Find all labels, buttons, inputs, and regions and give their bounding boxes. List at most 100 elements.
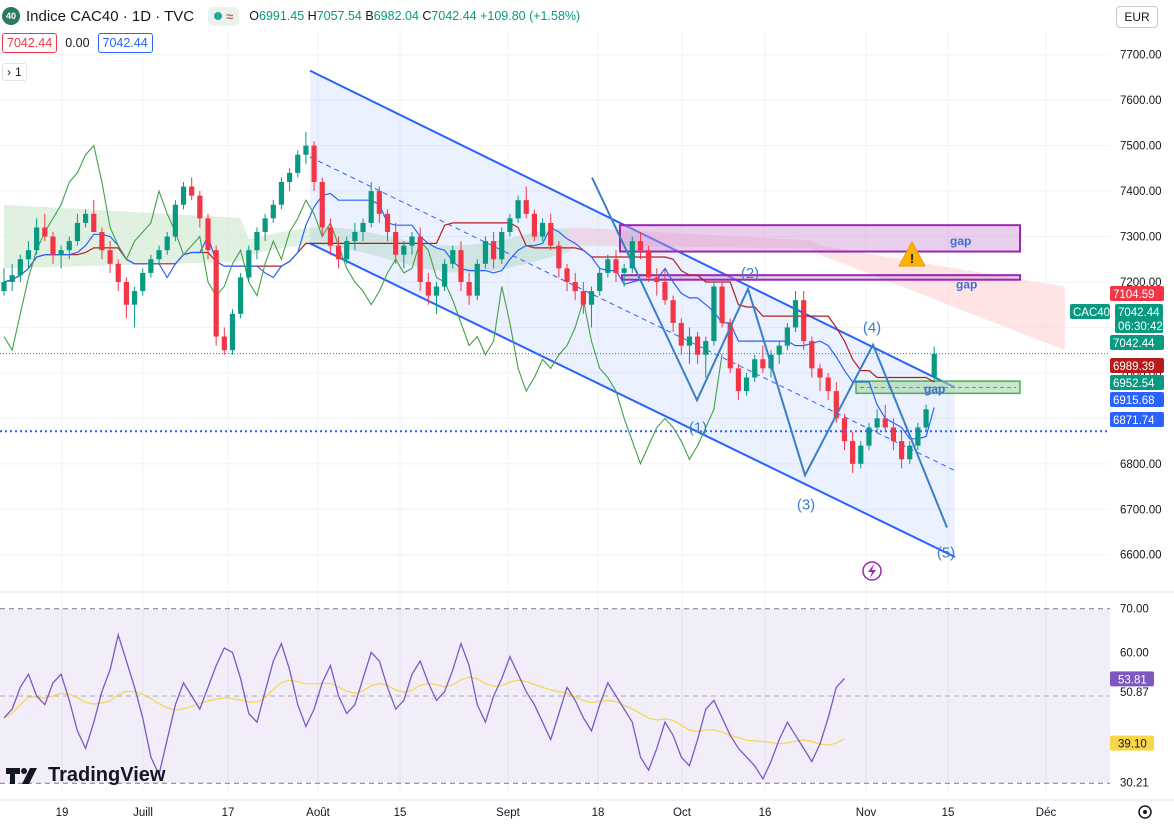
candle-body	[140, 272, 146, 292]
price-axis-tick: 7300.00	[1120, 232, 1162, 244]
indicators-toggle[interactable]: › 1	[2, 63, 27, 81]
candle-body	[899, 441, 905, 460]
candle-body	[890, 427, 897, 442]
candle-body	[327, 227, 333, 246]
trade-buttons: 7042.44 0.00 7042.44	[2, 33, 153, 53]
tradingview-logo: TradingView	[4, 764, 165, 787]
candle-body	[564, 268, 570, 282]
candle-body	[792, 300, 799, 328]
candle-body	[817, 368, 823, 378]
buy-button[interactable]: 7042.44	[97, 33, 153, 53]
market-status-pill[interactable]: ≈	[208, 6, 240, 26]
time-axis-tick: 16	[759, 807, 772, 819]
time-axis-tick: Nov	[856, 807, 877, 819]
candle-body	[833, 391, 839, 419]
candle-body	[523, 200, 529, 214]
candle-body	[882, 418, 888, 428]
rsi-ma-tag	[1110, 735, 1154, 751]
candle-body	[678, 322, 684, 346]
candle-body	[164, 236, 170, 251]
price-tag-bg	[1115, 304, 1163, 319]
time-axis-tick: 17	[222, 807, 235, 819]
rsi-axis-tick: 50.87	[1120, 687, 1149, 699]
channel-mid-line	[309, 156, 956, 472]
rsi-axis-tick: 60.00	[1120, 647, 1149, 659]
rsi-value-label: 53.81	[1118, 674, 1147, 686]
candle-body	[58, 250, 64, 255]
currency-selector[interactable]: EUR	[1116, 6, 1158, 28]
chart-header: 40 Indice CAC40 · 1D · TVC ≈ O6991.45 H7…	[0, 0, 580, 32]
candle-body	[401, 245, 407, 255]
price-tag-bg	[1110, 286, 1164, 301]
candle-body	[83, 213, 89, 223]
candle-body	[352, 232, 358, 242]
price-tag-label: 7042.44	[1113, 338, 1155, 350]
candle-body	[189, 186, 195, 196]
candle-body	[287, 172, 293, 182]
price-tag-label: 6952.54	[1113, 378, 1155, 390]
candle-body	[254, 232, 260, 251]
candle-body	[99, 232, 105, 251]
candle-body	[42, 227, 48, 237]
wave-label: (4)	[863, 319, 881, 336]
change-value: +109.80 (+1.58%)	[480, 9, 581, 23]
candle-body	[482, 241, 489, 264]
candle-body	[311, 145, 317, 182]
symbol-title[interactable]: Indice CAC40 · 1D · TVC	[26, 7, 195, 25]
candle-body	[368, 191, 374, 223]
candle-body	[499, 232, 505, 260]
price-tag-bg	[1110, 392, 1164, 407]
indicators-count: 1	[15, 65, 22, 79]
low-label: B	[365, 9, 374, 23]
candle-body	[572, 282, 578, 292]
time-axis-tick: 19	[56, 807, 69, 819]
candle-body	[760, 359, 766, 369]
candle-body	[923, 409, 929, 428]
gear-icon	[1138, 805, 1152, 819]
price-tag-label: 6915.68	[1113, 395, 1155, 407]
time-axis-tick: Oct	[673, 807, 692, 819]
candle-body	[637, 241, 644, 251]
tradingview-logo-icon	[6, 767, 37, 784]
candle-body	[621, 268, 627, 273]
candle-body	[123, 282, 129, 305]
candle-body	[50, 236, 56, 255]
price-tag-bg	[1115, 318, 1163, 333]
candle-body	[9, 275, 15, 282]
candle-body	[491, 241, 497, 260]
candle-body	[262, 218, 268, 232]
open-value: 6991.45	[259, 9, 305, 23]
candle-body	[539, 222, 546, 237]
candle-body	[776, 345, 782, 355]
candle-body	[417, 236, 423, 282]
candle-body	[25, 250, 32, 260]
candle-body	[474, 263, 480, 296]
price-tag-bg	[1110, 412, 1164, 427]
time-axis-tick: 15	[394, 807, 407, 819]
gap-label: gap	[950, 234, 971, 248]
lightning-icon	[868, 564, 876, 578]
rsi-ma-line	[3, 676, 845, 746]
candle-body	[466, 282, 472, 296]
price-tag-label: 6871.74	[1113, 415, 1155, 427]
candle-body	[874, 418, 880, 428]
candle-body	[727, 322, 733, 369]
gap-zone-2	[621, 274, 1021, 281]
price-tag-bg	[1110, 335, 1164, 350]
price-axis-tick: 6600.00	[1120, 550, 1162, 562]
gear-icon-center	[1143, 810, 1147, 814]
sell-button[interactable]: 7042.44	[2, 33, 58, 53]
candle-body	[703, 341, 709, 355]
candle-body	[197, 195, 203, 219]
candle-body	[850, 441, 856, 464]
candle-body	[384, 213, 391, 232]
candle-body	[172, 204, 178, 237]
time-axis-tick: Déc	[1036, 807, 1057, 819]
candle-body	[344, 241, 350, 260]
candle-body	[915, 427, 921, 446]
candle-body	[180, 186, 187, 205]
symbol-logo-badge: 40	[2, 7, 20, 25]
candle-body	[735, 368, 741, 392]
